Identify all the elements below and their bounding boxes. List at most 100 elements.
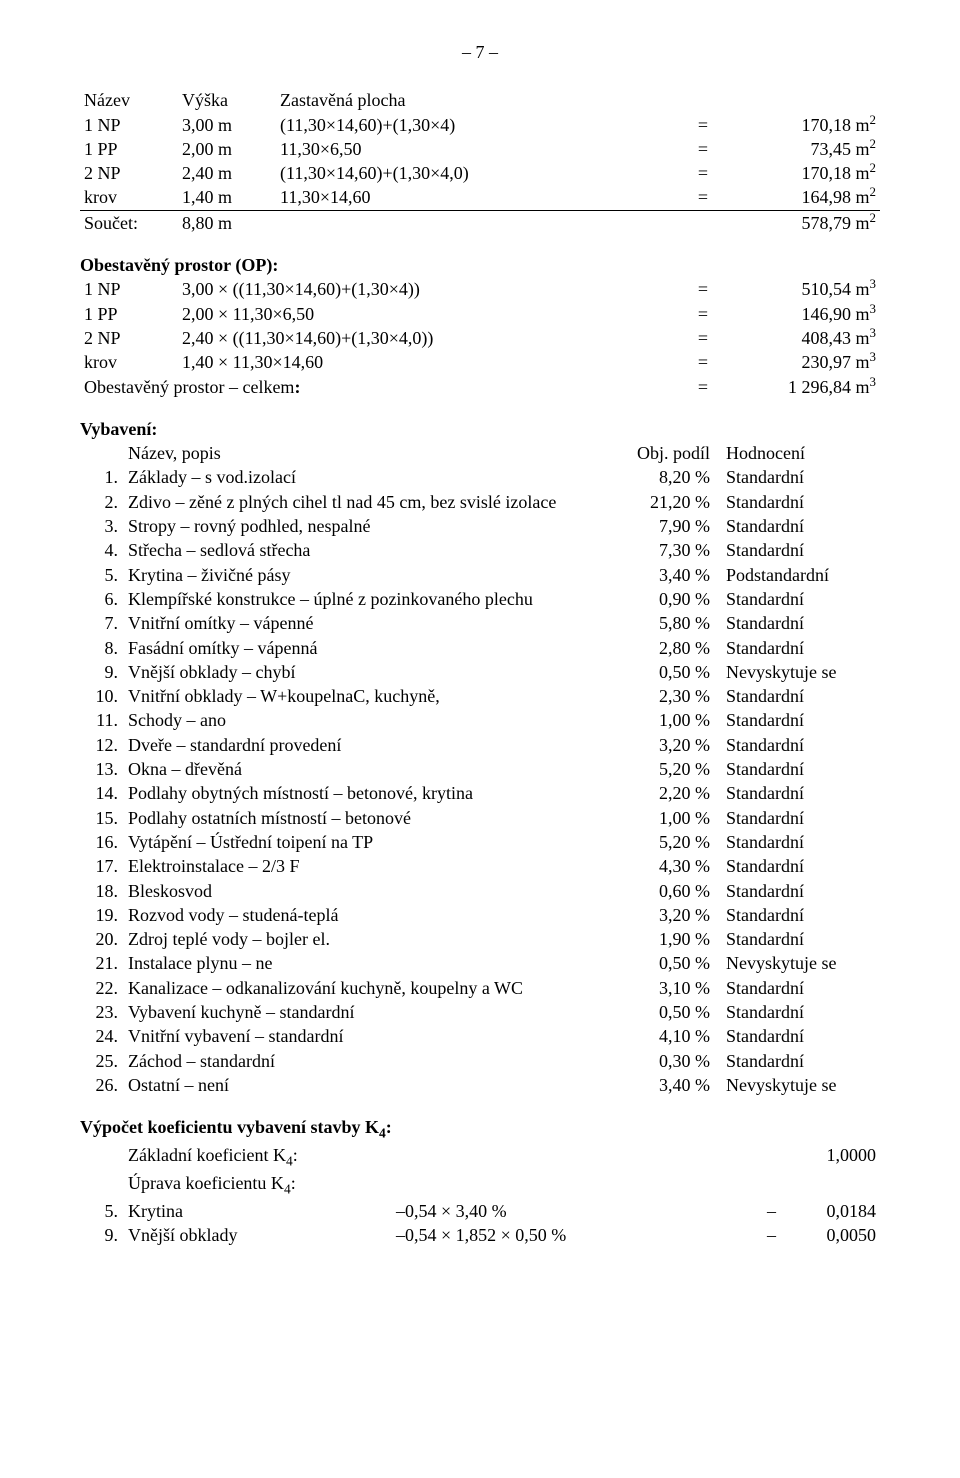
dim-h: 3,00 m bbox=[178, 113, 276, 137]
dim-sum-h: 8,80 m bbox=[178, 210, 276, 235]
vyb-hod: Standardní bbox=[714, 830, 880, 854]
dim-expr: 11,30×14,60 bbox=[276, 185, 684, 210]
dim-val: 170,18 m2 bbox=[722, 113, 880, 137]
vybaveni-row: 26.Ostatní – není3,40 %Nevyskytuje se bbox=[80, 1073, 880, 1097]
vyb-desc: Bleskosvod bbox=[124, 879, 616, 903]
vybaveni-row: 25.Záchod – standardní0,30 %Standardní bbox=[80, 1049, 880, 1073]
vyb-desc: Kanalizace – odkanalizování kuchyně, kou… bbox=[124, 976, 616, 1000]
vyb-desc: Instalace plynu – ne bbox=[124, 951, 616, 975]
vyb-pct: 1,00 % bbox=[616, 708, 714, 732]
dim-sum-label: Součet: bbox=[80, 210, 178, 235]
op-name: 1 PP bbox=[80, 302, 178, 326]
minus-sign: – bbox=[744, 1223, 782, 1247]
dim-val: 73,45 m2 bbox=[722, 137, 880, 161]
vyb-num: 13. bbox=[80, 757, 124, 781]
equals-sign: = bbox=[684, 302, 722, 326]
vyb-desc: Krytina – živičné pásy bbox=[124, 563, 616, 587]
vyb-pct: 0,90 % bbox=[616, 587, 714, 611]
dim-sum-val: 578,79 m2 bbox=[722, 210, 880, 235]
vybaveni-row: 4.Střecha – sedlová střecha7,30 %Standar… bbox=[80, 538, 880, 562]
vybaveni-row: 14.Podlahy obytných místností – betonové… bbox=[80, 781, 880, 805]
vyb-num: 19. bbox=[80, 903, 124, 927]
vyb-pct: 7,30 % bbox=[616, 538, 714, 562]
vyb-hdr-name: Název, popis bbox=[124, 441, 616, 465]
vyb-desc: Stropy – rovný podhled, nespalné bbox=[124, 514, 616, 538]
vyb-pct: 0,30 % bbox=[616, 1049, 714, 1073]
vybaveni-row: 22.Kanalizace – odkanalizování kuchyně, … bbox=[80, 976, 880, 1000]
k4-val: 0,0050 bbox=[782, 1223, 880, 1247]
vyb-hod: Standardní bbox=[714, 1000, 880, 1024]
vyb-hod: Standardní bbox=[714, 708, 880, 732]
dim-expr: (11,30×14,60)+(1,30×4) bbox=[276, 113, 684, 137]
op-expr: 3,00 × ((11,30×14,60)+(1,30×4)) bbox=[178, 277, 684, 301]
vybaveni-row: 10.Vnitřní obklady – W+koupelnaC, kuchyn… bbox=[80, 684, 880, 708]
vyb-num: 16. bbox=[80, 830, 124, 854]
vybaveni-row: 17.Elektroinstalace – 2/3 F4,30 %Standar… bbox=[80, 854, 880, 878]
k4-num: 9. bbox=[80, 1223, 124, 1247]
vyb-desc: Schody – ano bbox=[124, 708, 616, 732]
k4-base-label: Základní koeficient K4: bbox=[124, 1143, 744, 1171]
vyb-desc: Klempířské konstrukce – úplné z pozinkov… bbox=[124, 587, 616, 611]
vyb-hod: Standardní bbox=[714, 1049, 880, 1073]
vyb-hod: Standardní bbox=[714, 514, 880, 538]
vyb-num: 18. bbox=[80, 879, 124, 903]
vybaveni-row: 8.Fasádní omítky – vápenná2,80 %Standard… bbox=[80, 636, 880, 660]
vyb-num: 20. bbox=[80, 927, 124, 951]
op-val: 230,97 m3 bbox=[722, 350, 880, 374]
vyb-hod: Standardní bbox=[714, 587, 880, 611]
vyb-num: 8. bbox=[80, 636, 124, 660]
vyb-pct: 3,40 % bbox=[616, 1073, 714, 1097]
vyb-pct: 0,60 % bbox=[616, 879, 714, 903]
dim-expr: 11,30×6,50 bbox=[276, 137, 684, 161]
vyb-desc: Vnější obklady – chybí bbox=[124, 660, 616, 684]
vyb-num: 26. bbox=[80, 1073, 124, 1097]
vyb-num: 6. bbox=[80, 587, 124, 611]
vyb-num: 15. bbox=[80, 806, 124, 830]
op-name: krov bbox=[80, 350, 178, 374]
vybaveni-row: 23.Vybavení kuchyně – standardní0,50 %St… bbox=[80, 1000, 880, 1024]
vybaveni-row: 15.Podlahy ostatních místností – betonov… bbox=[80, 806, 880, 830]
vyb-hod: Standardní bbox=[714, 733, 880, 757]
vyb-hod: Nevyskytuje se bbox=[714, 1073, 880, 1097]
vyb-num: 12. bbox=[80, 733, 124, 757]
vyb-hdr-hod: Hodnocení bbox=[714, 441, 880, 465]
op-expr: 2,40 × ((11,30×14,60)+(1,30×4,0)) bbox=[178, 326, 684, 350]
dimensions-row: 1 NP3,00 m(11,30×14,60)+(1,30×4)=170,18 … bbox=[80, 113, 880, 137]
vybaveni-title: Vybavení: bbox=[80, 417, 880, 441]
k4-title: Výpočet koeficientu vybavení stavby K4: bbox=[80, 1115, 880, 1143]
vyb-desc: Rozvod vody – studená-teplá bbox=[124, 903, 616, 927]
k4-formula: –0,54 × 1,852 × 0,50 % bbox=[392, 1223, 744, 1247]
op-row: 1 PP2,00 × 11,30×6,50=146,90 m3 bbox=[80, 302, 880, 326]
dim-expr: (11,30×14,60)+(1,30×4,0) bbox=[276, 161, 684, 185]
dimensions-row: 2 NP2,40 m(11,30×14,60)+(1,30×4,0)=170,1… bbox=[80, 161, 880, 185]
vyb-num: 10. bbox=[80, 684, 124, 708]
k4-desc: Vnější obklady bbox=[124, 1223, 392, 1247]
vybaveni-row: 12.Dveře – standardní provedení3,20 %Sta… bbox=[80, 733, 880, 757]
vyb-pct: 3,20 % bbox=[616, 903, 714, 927]
vybaveni-row: 20.Zdroj teplé vody – bojler el.1,90 %St… bbox=[80, 927, 880, 951]
dim-name: krov bbox=[80, 185, 178, 210]
equals-sign: = bbox=[684, 113, 722, 137]
vyb-pct: 5,20 % bbox=[616, 757, 714, 781]
vyb-hod: Standardní bbox=[714, 903, 880, 927]
vybaveni-row: 6.Klempířské konstrukce – úplné z pozink… bbox=[80, 587, 880, 611]
vyb-desc: Střecha – sedlová střecha bbox=[124, 538, 616, 562]
vyb-num: 7. bbox=[80, 611, 124, 635]
dim-name: 2 NP bbox=[80, 161, 178, 185]
vyb-num: 2. bbox=[80, 490, 124, 514]
minus-sign: – bbox=[744, 1199, 782, 1223]
op-val: 146,90 m3 bbox=[722, 302, 880, 326]
k4-val: 0,0184 bbox=[782, 1199, 880, 1223]
vyb-pct: 0,50 % bbox=[616, 660, 714, 684]
vyb-desc: Vnitřní omítky – vápenné bbox=[124, 611, 616, 635]
vyb-pct: 3,40 % bbox=[616, 563, 714, 587]
equals-sign: = bbox=[684, 350, 722, 374]
op-title: Obestavěný prostor (OP): bbox=[80, 253, 880, 277]
dim-h: 2,40 m bbox=[178, 161, 276, 185]
k4-formula: –0,54 × 3,40 % bbox=[392, 1199, 744, 1223]
vyb-hod: Standardní bbox=[714, 490, 880, 514]
vyb-desc: Záchod – standardní bbox=[124, 1049, 616, 1073]
equals-sign: = bbox=[684, 375, 722, 399]
vyb-num: 11. bbox=[80, 708, 124, 732]
op-total-val: 1 296,84 m3 bbox=[722, 375, 880, 399]
